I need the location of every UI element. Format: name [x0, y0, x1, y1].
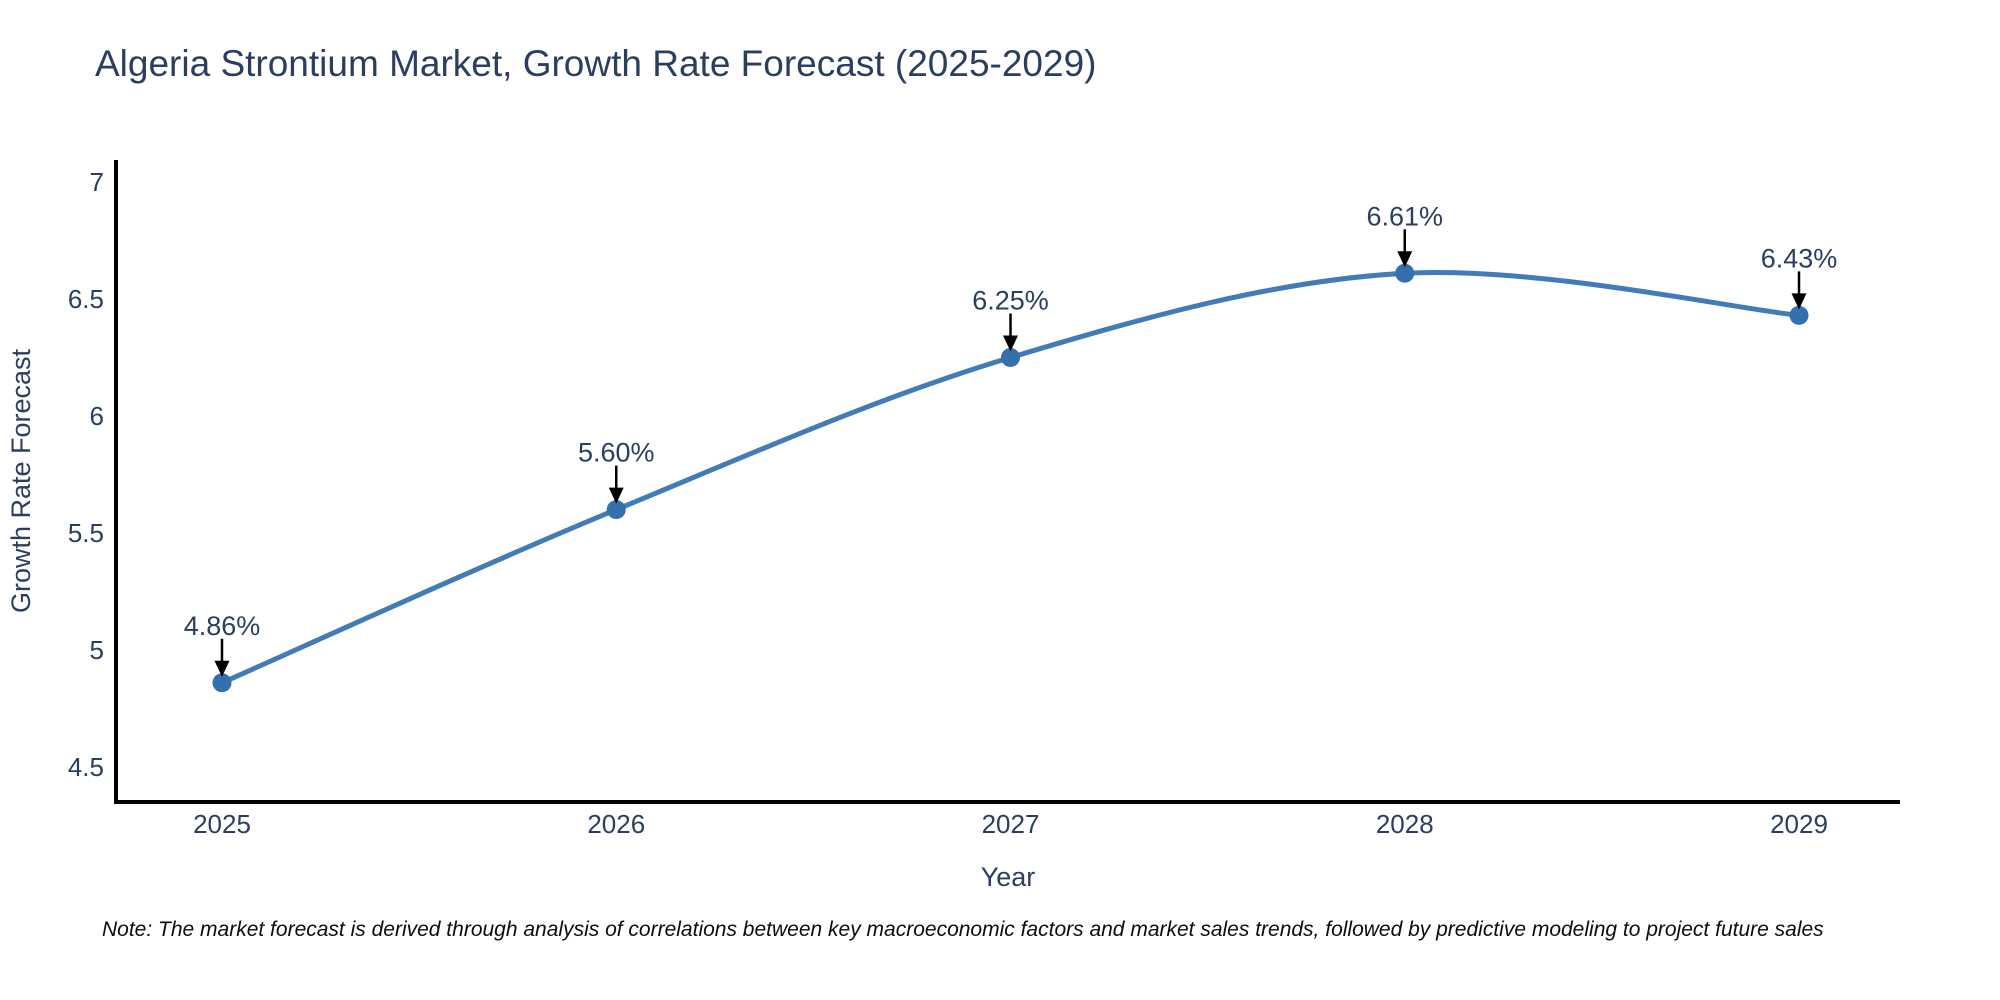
- y-axis-tick-label: 7: [90, 167, 104, 197]
- x-axis-tick-label: 2028: [1376, 809, 1434, 839]
- chart-title: Algeria Strontium Market, Growth Rate Fo…: [95, 43, 1097, 84]
- data-point-label: 4.86%: [184, 611, 261, 641]
- annotation-arrowhead-icon: [1003, 335, 1018, 352]
- data-point-marker: [1001, 348, 1020, 367]
- axis-line: [114, 160, 1900, 804]
- y-axis-tick-label: 6.5: [68, 284, 104, 314]
- x-axis-title: Year: [981, 862, 1036, 892]
- data-point-label: 6.61%: [1366, 201, 1443, 231]
- x-axis-tick-label: 2026: [587, 809, 645, 839]
- annotation-arrowhead-icon: [1397, 251, 1413, 268]
- x-axis-tick-label: 2025: [193, 809, 251, 839]
- y-axis-tick-label: 6: [90, 401, 104, 431]
- y-axis-title: Growth Rate Forecast: [6, 348, 36, 613]
- annotation-arrowhead-icon: [1791, 293, 1807, 310]
- data-point-marker: [606, 500, 626, 520]
- x-axis-tick-label: 2027: [982, 809, 1040, 839]
- footnote: Note: The market forecast is derived thr…: [102, 918, 1824, 941]
- data-point-marker: [212, 673, 232, 693]
- data-point-marker: [1395, 263, 1415, 283]
- x-axis-tick-label: 2029: [1770, 809, 1828, 839]
- data-point-label: 6.25%: [972, 286, 1049, 316]
- annotation-arrowhead-icon: [608, 487, 624, 504]
- y-axis-tick-label: 4.5: [68, 752, 104, 782]
- y-axis-tick-label: 5.5: [68, 518, 104, 548]
- data-point-label: 5.60%: [578, 438, 655, 468]
- annotation-arrowhead-icon: [214, 660, 230, 677]
- y-axis-tick-label: 5: [90, 635, 104, 665]
- data-point-label: 6.43%: [1761, 243, 1838, 273]
- data-point-marker: [1789, 305, 1809, 325]
